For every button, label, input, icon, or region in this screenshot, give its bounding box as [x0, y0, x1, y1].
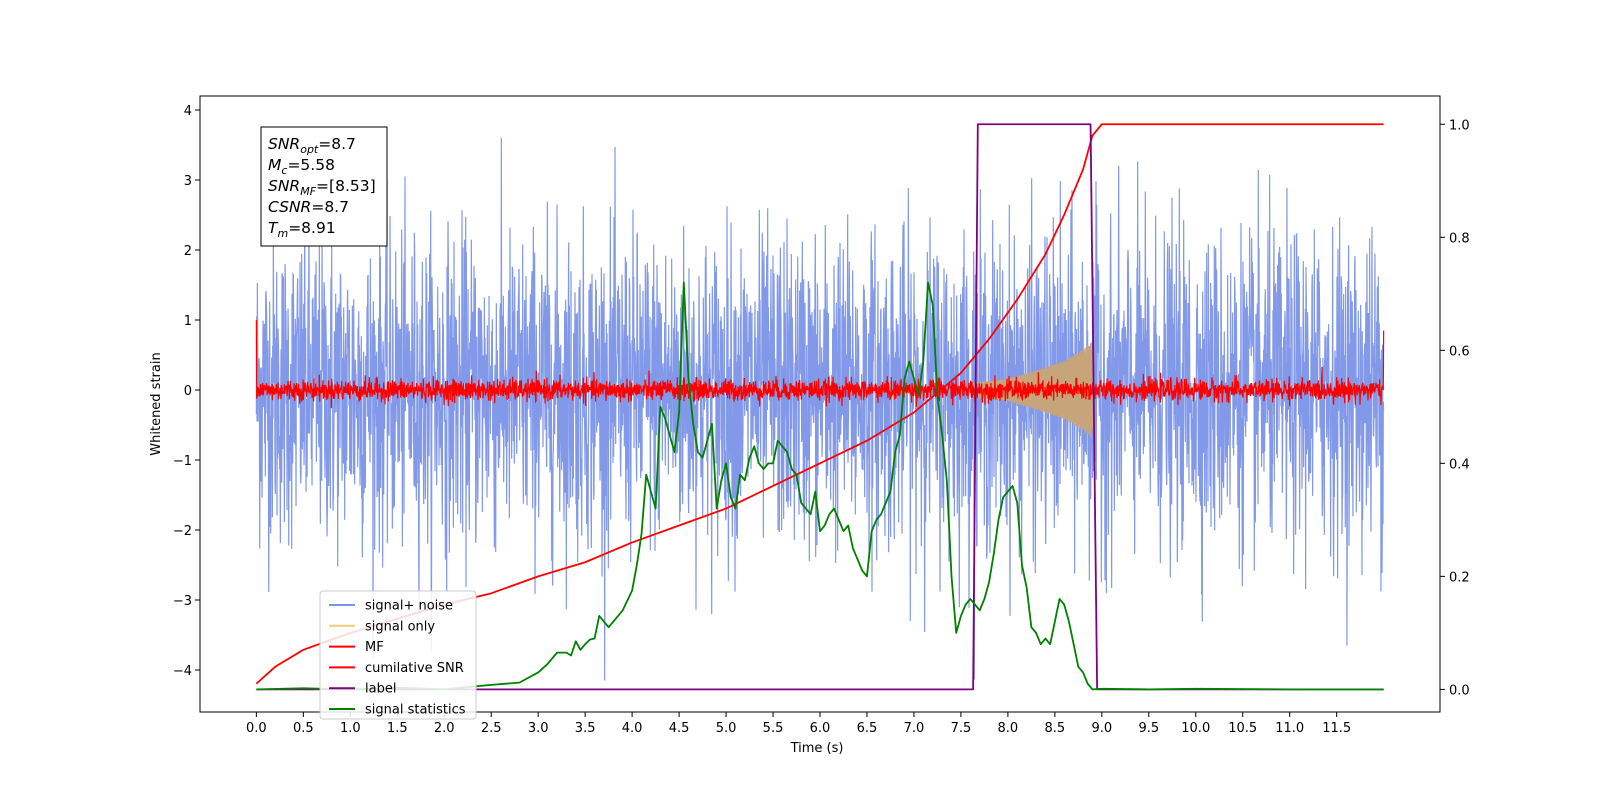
x-axis: 0.0 0.5 1.0 1.5 2.0 2.5 3.0 3.5 4.0 4.5 5.0 5.5 6.0 6… — [246, 712, 1351, 736]
x-tick-label: 3.5 — [575, 721, 596, 736]
x-tick-label: 3.0 — [528, 721, 549, 736]
legend: signal+ noise signal only MF cumilative SNR… — [319, 590, 477, 720]
legend-entry: label — [365, 682, 396, 697]
x-tick-label: 11.0 — [1275, 721, 1304, 736]
y2-tick-label: 0.0 — [1449, 683, 1470, 698]
info-line: SNRMF=[8.53] — [268, 177, 376, 198]
x-axis-label: Time (s) — [790, 741, 844, 756]
y-tick-label: 3 — [184, 174, 192, 189]
legend-entry: cumilative SNR — [365, 661, 464, 676]
y-tick-label: −4 — [173, 664, 192, 679]
x-tick-label: 2.5 — [481, 721, 502, 736]
x-tick-label: 5.5 — [763, 721, 784, 736]
x-tick-label: 0.0 — [246, 721, 267, 736]
y-tick-label: 4 — [184, 104, 192, 119]
y-tick-label: −3 — [173, 594, 192, 609]
legend-entry: MF — [365, 640, 384, 655]
x-tick-label: 10.0 — [1181, 721, 1210, 736]
y-tick-label: 0 — [184, 384, 192, 399]
y2-tick-label: 0.8 — [1449, 231, 1470, 246]
legend-entry: signal only — [365, 619, 435, 634]
x-tick-label: 6.0 — [810, 721, 831, 736]
info-line: Mc=5.58 — [268, 156, 335, 177]
x-tick-label: 1.5 — [387, 721, 408, 736]
legend-entry: signal statistics — [365, 703, 466, 718]
x-tick-label: 2.0 — [434, 721, 455, 736]
legend-entry: signal+ noise — [365, 599, 453, 614]
y-tick-label: −2 — [173, 524, 192, 539]
series-chirp — [969, 341, 1094, 438]
series-noise — [255, 137, 1385, 681]
info-line: SNRopt=8.7 — [268, 135, 356, 156]
info-line: CSNR=8.7 — [268, 198, 349, 216]
y2-tick-label: 1.0 — [1449, 118, 1470, 133]
y2-tick-label: 0.4 — [1449, 457, 1470, 472]
x-tick-label: 0.5 — [293, 721, 314, 736]
x-tick-label: 4.5 — [669, 721, 690, 736]
x-tick-label: 9.5 — [1138, 721, 1159, 736]
series-noise — [255, 319, 1385, 409]
x-tick-label: 10.5 — [1228, 721, 1257, 736]
x-tick-label: 7.5 — [951, 721, 972, 736]
y-tick-label: −1 — [173, 454, 192, 469]
x-tick-label: 1.0 — [340, 721, 361, 736]
y2-tick-label: 0.2 — [1449, 570, 1470, 585]
y-tick-label: 2 — [184, 244, 192, 259]
x-tick-label: 4.0 — [622, 721, 643, 736]
y-tick-label: 1 — [184, 314, 192, 329]
y2-tick-label: 0.6 — [1449, 344, 1470, 359]
x-tick-label: 9.0 — [1091, 721, 1112, 736]
x-tick-label: 8.5 — [1045, 721, 1066, 736]
x-tick-label: 6.5 — [857, 721, 878, 736]
y-axis-label: Whitened strain — [149, 352, 164, 455]
x-tick-label: 5.0 — [716, 721, 737, 736]
x-tick-label: 11.5 — [1322, 721, 1351, 736]
x-tick-label: 8.0 — [998, 721, 1019, 736]
info-line: Tm=8.91 — [268, 219, 336, 240]
series-line — [256, 281, 1384, 691]
y-axis-left: −4 −3 −2 −1 0 1 2 3 4 — [173, 104, 200, 679]
x-tick-label: 7.0 — [904, 721, 925, 736]
y-axis-right: 0.0 0.2 0.4 0.6 0.8 1.0 — [1440, 118, 1470, 698]
